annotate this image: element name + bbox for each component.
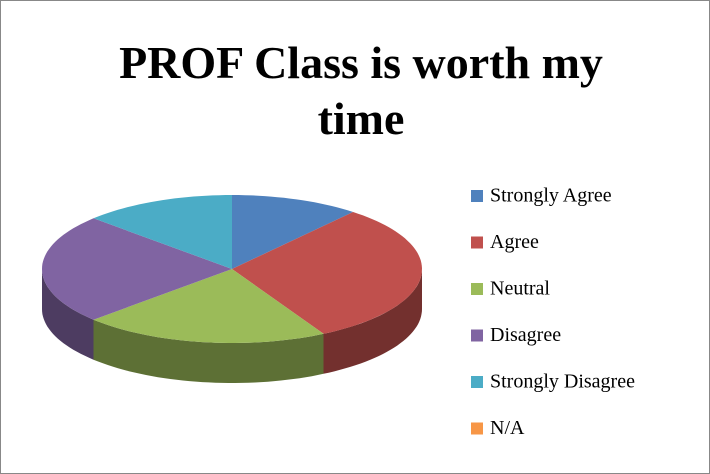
legend-swatch: [471, 422, 483, 435]
legend-swatch: [471, 236, 483, 249]
legend-label: Disagree: [490, 324, 561, 346]
slice-side: [323, 269, 422, 374]
slice: [93, 195, 232, 269]
legend-swatch: [471, 329, 483, 342]
legend-label: Strongly Disagree: [490, 371, 635, 393]
slice-side: [42, 269, 94, 360]
slice-side: [93, 319, 324, 383]
legend-label: Strongly Agree: [490, 185, 612, 207]
legend-swatch: [471, 283, 483, 295]
legend-label: Agree: [490, 231, 539, 253]
legend-swatch: [471, 376, 483, 388]
slice: [93, 269, 324, 343]
legend-swatch: [471, 190, 483, 202]
chart-title: PROF Class is worth my time: [119, 37, 603, 144]
legend-label: N/A: [490, 417, 525, 439]
slice: [42, 218, 232, 320]
slice: [232, 195, 354, 269]
legend-label: Neutral: [490, 278, 550, 300]
slice: [232, 212, 422, 334]
